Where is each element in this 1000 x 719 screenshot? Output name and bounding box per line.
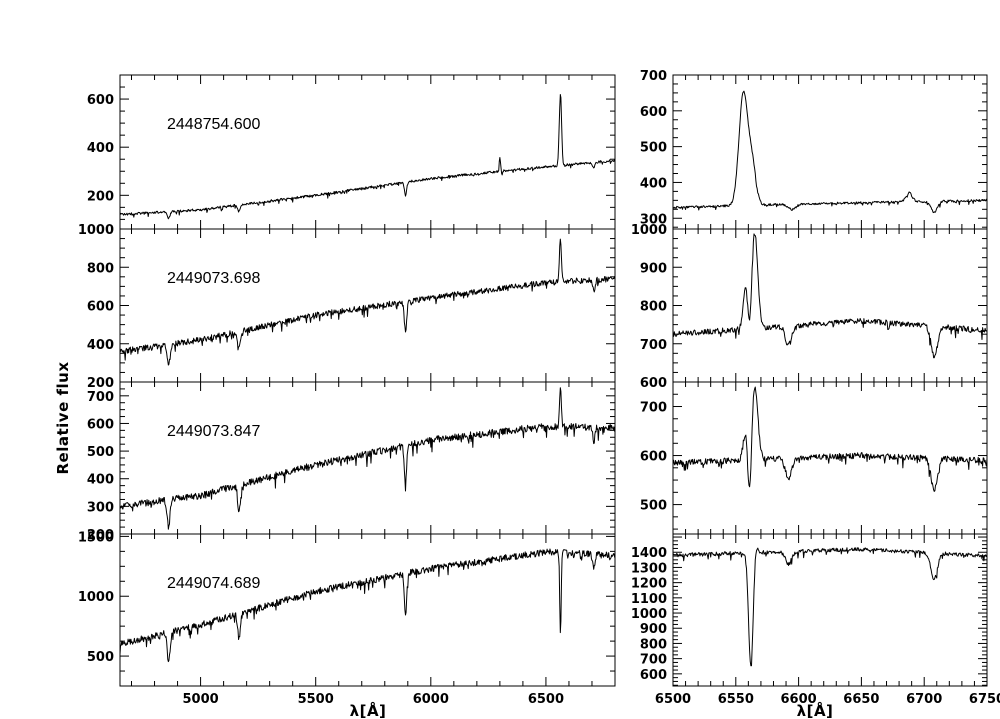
left-ytick-label: 300 [87,500,114,515]
right-ytick-label: 1000 [631,607,667,622]
right-ytick-label: 800 [640,300,667,315]
left-ytick-label: 400 [87,473,114,488]
right-ytick-label: 1300 [631,561,667,576]
right-x-axis-title: λ[Å] [797,701,834,719]
left-xtick-label: 5500 [298,692,334,707]
right-ytick-label: 900 [640,622,667,637]
right-ytick-label: 500 [640,499,667,514]
left-ytick-label: 400 [87,141,114,156]
y-axis-title: Relative flux [54,362,72,475]
right-panel-frame [672,381,988,535]
right-ytick-label: 1100 [631,592,667,607]
right-ytick-label: 700 [640,69,667,84]
right-ytick-label: 1200 [631,577,667,592]
right-xtick-label: 6650 [843,692,879,707]
right-ytick-label: 600 [640,105,667,120]
right-ytick-label: 700 [640,338,667,353]
right-ytick-label: 600 [640,668,667,683]
right-ytick-label: 500 [640,141,667,156]
left-ytick-label: 500 [87,650,114,665]
left-ytick-label: 400 [87,338,114,353]
halpha-zoom-line [672,547,988,667]
right-ytick-label: 600 [640,450,667,465]
observation-date-label: 2448754.600 [167,116,261,133]
left-xtick-label: 6500 [528,692,564,707]
right-xtick-label: 6550 [718,692,754,707]
full-spectrum-line [119,94,616,220]
right-xtick-label: 6600 [781,692,817,707]
halpha-zoom-line [672,233,988,359]
right-xtick-label: 6500 [655,692,691,707]
left-x-axis-title: λ[Å] [350,701,387,719]
right-ytick-label: 1400 [631,546,667,561]
right-ytick-label: 700 [640,401,667,416]
halpha-zoom-line [672,90,988,214]
left-ytick-label: 700 [87,390,114,405]
observation-date-label: 2449073.698 [167,270,261,287]
observation-date-label: 2449073.847 [167,423,261,440]
right-ytick-label: 600 [640,376,667,391]
full-spectrum-line [119,238,616,366]
left-ytick-label: 200 [87,528,114,543]
full-spectrum-line [119,548,616,663]
left-ytick-label: 1500 [78,530,114,545]
right-ytick-label: 700 [640,653,667,668]
left-panel-frame [119,74,616,230]
left-ytick-label: 1000 [78,223,114,238]
left-xtick-label: 6000 [413,692,449,707]
right-ytick-label: 800 [640,637,667,652]
observation-date-label: 2449074.689 [167,575,261,592]
left-ytick-label: 600 [87,93,114,108]
right-ytick-label: 900 [640,261,667,276]
left-panel-frame [119,533,616,687]
left-panel-frame [119,228,616,383]
left-ytick-label: 600 [87,300,114,315]
right-ytick-label: 400 [640,176,667,191]
right-ytick-label: 300 [640,212,667,227]
left-ytick-label: 800 [87,261,114,276]
left-xtick-label: 5000 [182,692,218,707]
right-xtick-label: 6750 [969,692,1000,707]
right-panel-frame [672,228,988,383]
left-ytick-label: 500 [87,445,114,460]
left-ytick-label: 200 [87,189,114,204]
left-ytick-label: 1000 [78,590,114,605]
left-ytick-label: 200 [87,376,114,391]
panels-group: 2004006003004005006007002448754.60020040… [78,69,1000,707]
right-ytick-label: 1000 [631,223,667,238]
left-ytick-label: 600 [87,417,114,432]
halpha-zoom-line [672,386,988,492]
full-spectrum-line [119,387,616,530]
right-xtick-label: 6700 [906,692,942,707]
right-panel-frame [672,533,988,687]
